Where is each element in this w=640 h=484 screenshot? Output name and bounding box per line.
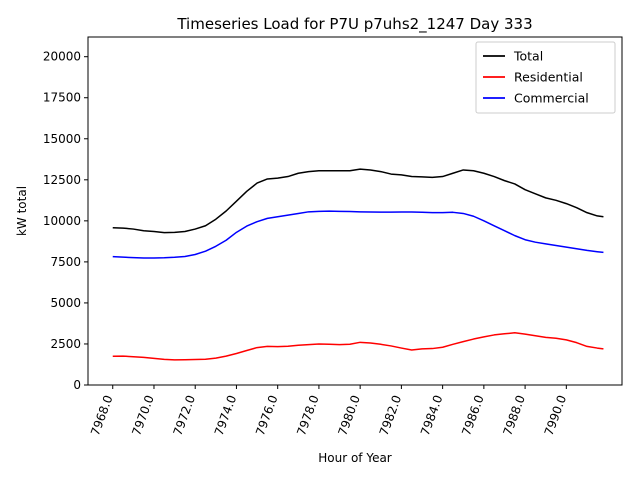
series-line-total [112, 168, 604, 234]
y-axis: 0 2500 5000 7500 10000 12500 15000 17500 20000 [43, 50, 88, 392]
x-axis: 7968.0 7970.0 7972.0 7974.0 7976.0 7978.0 7980… [88, 385, 569, 437]
legend-label-total: Total [513, 49, 543, 64]
x-tick-label: 7978.0 [294, 393, 322, 437]
x-tick-label: 7980.0 [335, 393, 363, 437]
chart-title: Timeseries Load for P7U p7uhs2_1247 Day … [176, 15, 532, 34]
series-line-residential [112, 332, 604, 361]
y-axis-label: kW total [15, 186, 29, 236]
x-tick-label: 7974.0 [212, 393, 240, 437]
legend: Total Residential Commercial [475, 41, 616, 114]
y-tick-label: 20000 [43, 50, 81, 64]
x-tick-label: 7988.0 [500, 393, 528, 437]
x-tick-label: 7986.0 [459, 393, 487, 437]
y-tick-label: 2500 [50, 337, 81, 351]
y-tick-label: 10000 [43, 214, 81, 228]
y-tick-label: 15000 [43, 132, 81, 146]
legend-label-commercial: Commercial [514, 91, 589, 106]
y-tick-label: 5000 [50, 296, 81, 310]
y-tick-label: 0 [73, 378, 81, 392]
x-tick-label: 7984.0 [418, 393, 446, 437]
x-tick-label: 7982.0 [377, 393, 405, 437]
x-tick-label: 7970.0 [129, 393, 157, 437]
plot-area [87, 36, 623, 386]
y-tick-label: 17500 [43, 91, 81, 105]
series-line-commercial [112, 210, 604, 259]
x-tick-label: 7976.0 [253, 393, 281, 437]
legend-box [475, 41, 616, 114]
x-axis-label: Hour of Year [318, 451, 392, 465]
series-lines [112, 168, 604, 361]
x-tick-label: 7990.0 [542, 393, 570, 437]
x-tick-label: 7968.0 [88, 393, 116, 437]
x-tick-label: 7972.0 [171, 393, 199, 437]
legend-label-residential: Residential [514, 70, 583, 85]
y-tick-label: 7500 [50, 255, 81, 269]
y-tick-label: 12500 [43, 173, 81, 187]
